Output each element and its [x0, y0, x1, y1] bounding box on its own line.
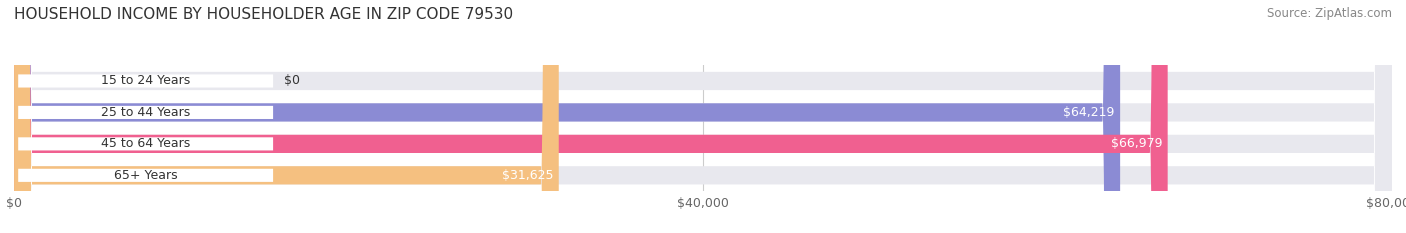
FancyBboxPatch shape: [18, 74, 273, 88]
Text: 65+ Years: 65+ Years: [114, 169, 177, 182]
FancyBboxPatch shape: [14, 0, 1167, 233]
Text: $0: $0: [284, 75, 299, 87]
Text: $64,219: $64,219: [1063, 106, 1115, 119]
Text: $66,979: $66,979: [1111, 137, 1163, 150]
Text: $31,625: $31,625: [502, 169, 553, 182]
Text: 25 to 44 Years: 25 to 44 Years: [101, 106, 190, 119]
FancyBboxPatch shape: [14, 0, 1392, 233]
FancyBboxPatch shape: [14, 0, 1392, 233]
Text: 15 to 24 Years: 15 to 24 Years: [101, 75, 190, 87]
FancyBboxPatch shape: [18, 169, 273, 182]
FancyBboxPatch shape: [14, 0, 1392, 233]
FancyBboxPatch shape: [18, 137, 273, 151]
Text: Source: ZipAtlas.com: Source: ZipAtlas.com: [1267, 7, 1392, 20]
FancyBboxPatch shape: [14, 0, 1121, 233]
FancyBboxPatch shape: [18, 106, 273, 119]
FancyBboxPatch shape: [14, 0, 1392, 233]
Text: 45 to 64 Years: 45 to 64 Years: [101, 137, 190, 150]
Text: HOUSEHOLD INCOME BY HOUSEHOLDER AGE IN ZIP CODE 79530: HOUSEHOLD INCOME BY HOUSEHOLDER AGE IN Z…: [14, 7, 513, 22]
FancyBboxPatch shape: [14, 0, 558, 233]
